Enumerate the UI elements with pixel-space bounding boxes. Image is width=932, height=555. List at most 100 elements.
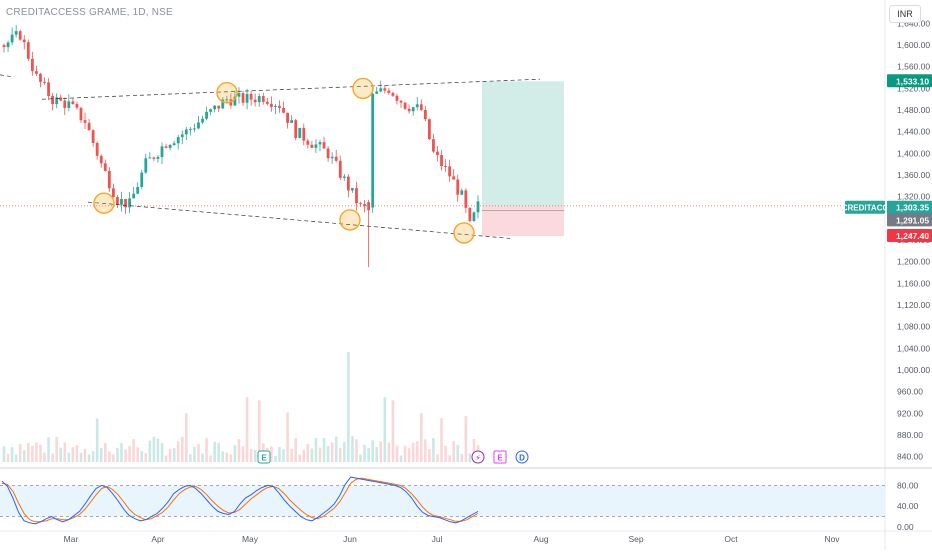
candle-body — [290, 120, 294, 123]
volume-bar — [14, 454, 18, 462]
volume-bar — [120, 443, 123, 462]
highlight-circle — [339, 209, 361, 231]
candle-body — [269, 103, 273, 108]
volume-bar — [249, 448, 253, 462]
candle-body — [197, 122, 200, 129]
x-tick-label: Apr — [151, 534, 164, 544]
candle-body — [43, 81, 46, 83]
volume-bar — [136, 447, 139, 462]
volume-bar — [31, 446, 34, 462]
candle-body — [411, 107, 415, 112]
candle-body — [359, 203, 362, 205]
y-tick-label: 840.00 — [897, 452, 923, 462]
y-tick-label: 1,600.00 — [897, 40, 930, 50]
rsi-band — [0, 485, 885, 517]
y-tick-label: 1,640.00 — [897, 18, 930, 28]
x-tick-label: Aug — [533, 534, 548, 544]
y-tick-label: 1,160.00 — [897, 278, 930, 288]
volume-bar — [415, 441, 419, 462]
rsi-tick-label: 80.00 — [897, 480, 919, 490]
highlight-circle — [453, 222, 475, 244]
candle-body — [128, 198, 131, 208]
candle-body — [184, 129, 188, 135]
volume-bar — [140, 451, 144, 462]
volume-bar — [99, 447, 103, 462]
candle-body — [10, 34, 14, 43]
volume-bar — [270, 446, 273, 462]
candle-body — [2, 45, 6, 48]
candle-body — [116, 197, 119, 205]
volume-bar — [294, 438, 297, 462]
candle-body — [18, 31, 22, 40]
candle-body — [472, 212, 476, 222]
highlight-circle — [93, 192, 115, 214]
volume-bar — [257, 400, 261, 462]
volume-bar — [407, 448, 411, 462]
volume-bar — [209, 455, 212, 462]
candle-body — [432, 139, 435, 152]
volume-bar — [375, 447, 379, 462]
candle-body — [120, 198, 123, 205]
y-tick-label: 1,560.00 — [897, 62, 930, 72]
prior-trendline — [0, 74, 15, 78]
volume-bar — [282, 449, 285, 462]
volume-bar — [274, 455, 277, 462]
volume-bar — [432, 438, 435, 462]
volume-bar — [326, 446, 330, 462]
volume-bar — [27, 442, 30, 462]
candle-body — [367, 202, 371, 211]
candle-body — [476, 201, 480, 213]
currency-selector[interactable]: INR — [889, 5, 921, 23]
candle-body — [419, 104, 423, 111]
volume-bar — [391, 400, 395, 462]
candle-body — [103, 163, 107, 171]
candle-body — [318, 142, 322, 145]
event-marker-label: ⚡ — [475, 454, 481, 463]
volume-bar — [456, 444, 460, 462]
volume-bar — [395, 445, 399, 462]
volume-bar — [359, 454, 362, 462]
y-tick-label: 1,360.00 — [897, 170, 930, 180]
candle-body — [83, 120, 87, 123]
candle-body — [351, 188, 354, 191]
candle-body — [346, 176, 350, 191]
candle-body — [423, 110, 427, 120]
volume-bar — [221, 451, 225, 462]
volume-bar — [452, 441, 455, 462]
lower-trendline — [87, 201, 511, 239]
candle-body — [383, 88, 387, 91]
volume-bar — [424, 439, 427, 462]
candle-body — [75, 103, 79, 108]
candle-body — [265, 101, 269, 104]
candle-body — [375, 91, 379, 94]
y-tick-label: 1,120.00 — [897, 300, 930, 310]
candle-body — [233, 96, 237, 106]
volume-bar — [160, 443, 164, 462]
x-tick-label: Nov — [824, 534, 840, 544]
volume-bar — [286, 412, 289, 462]
volume-bar — [464, 416, 468, 462]
volume-bar — [302, 449, 306, 462]
candle-body — [415, 104, 419, 108]
volume-bar — [399, 455, 403, 462]
candle-body — [294, 120, 298, 138]
candle-body — [180, 134, 184, 138]
candle-body — [87, 122, 91, 131]
x-tick-label: Jun — [343, 534, 357, 544]
candle-body — [468, 207, 472, 222]
volume-bar — [322, 438, 326, 462]
y-tick-label: 1,440.00 — [897, 127, 930, 137]
volume-bar — [201, 453, 204, 462]
volume-bar — [87, 454, 91, 462]
candle-body — [59, 97, 63, 101]
candle-body — [67, 101, 71, 108]
candle-body — [201, 118, 204, 123]
volume-bar — [144, 453, 148, 462]
candle-body — [225, 99, 229, 101]
y-tick-label: 960.00 — [897, 387, 923, 397]
volume-bar — [330, 442, 334, 462]
volume-bar — [217, 442, 221, 462]
candle-body — [160, 146, 164, 157]
